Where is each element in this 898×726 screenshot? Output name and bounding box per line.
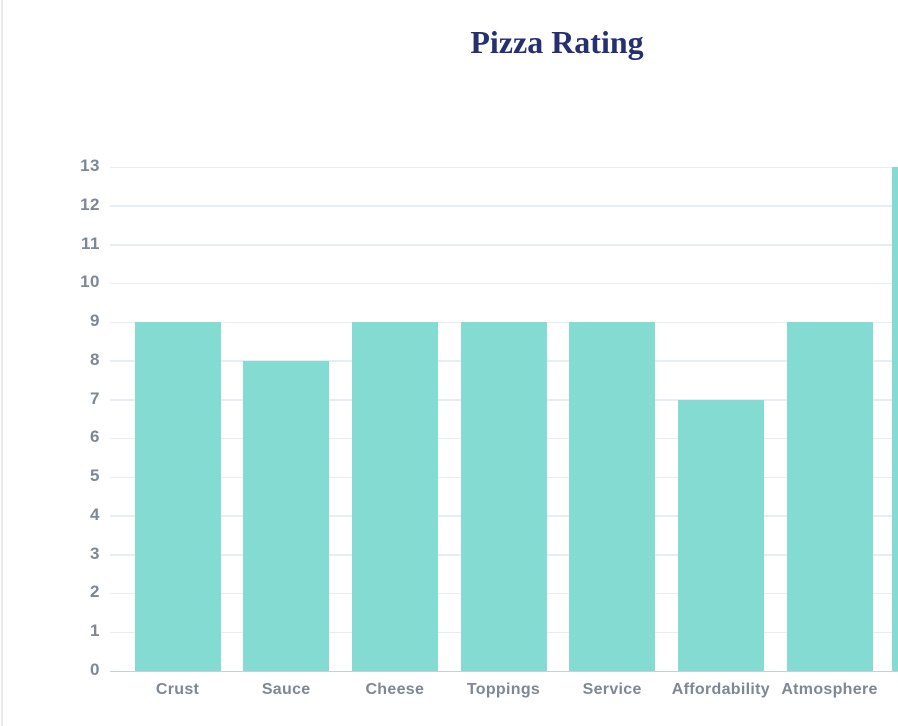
x-axis-label: Affordability [671, 681, 770, 698]
x-axis-label: Cheese [365, 681, 425, 698]
chart-title: Pizza Rating [470, 24, 644, 60]
bar-service[interactable] [569, 322, 656, 671]
y-tick-label: 13 [80, 156, 100, 175]
bar-affordability[interactable] [677, 399, 764, 671]
gridline [110, 244, 898, 246]
y-tick-label: 2 [90, 582, 100, 602]
y-tick-label: 5 [90, 466, 100, 486]
y-tick-label: 10 [80, 272, 100, 292]
y-tick-label: 8 [90, 349, 100, 369]
bar-sauce[interactable] [243, 360, 330, 671]
x-axis-label: Sauce [261, 681, 311, 698]
y-tick-label: 4 [90, 504, 100, 524]
x-axis-label: Atmosphere [781, 681, 878, 698]
gridline [110, 166, 898, 168]
gridline [110, 205, 898, 207]
y-tick-label: 11 [81, 233, 100, 253]
y-tick-label: 9 [90, 311, 100, 331]
y-tick-label: 3 [90, 543, 100, 563]
bar-toppings[interactable] [460, 322, 547, 671]
page-left-border [1, 0, 3, 726]
y-tick-label: 7 [90, 388, 100, 408]
bar-atmosphere[interactable] [786, 322, 873, 671]
y-tick-label: 1 [90, 621, 100, 641]
gridline [110, 282, 898, 285]
x-axis-label: Crust [155, 681, 200, 698]
bar-cheese[interactable] [351, 322, 438, 671]
zero-gridline [110, 670, 898, 672]
bar-crust[interactable] [134, 322, 221, 671]
y-tick-label: 0 [90, 660, 100, 679]
partial-bar-right-edge[interactable] [892, 167, 898, 671]
y-tick-label: 12 [80, 194, 100, 214]
x-axis-label: Service [582, 681, 642, 698]
y-tick-label: 6 [90, 427, 100, 447]
x-axis-label: Toppings [466, 681, 541, 698]
